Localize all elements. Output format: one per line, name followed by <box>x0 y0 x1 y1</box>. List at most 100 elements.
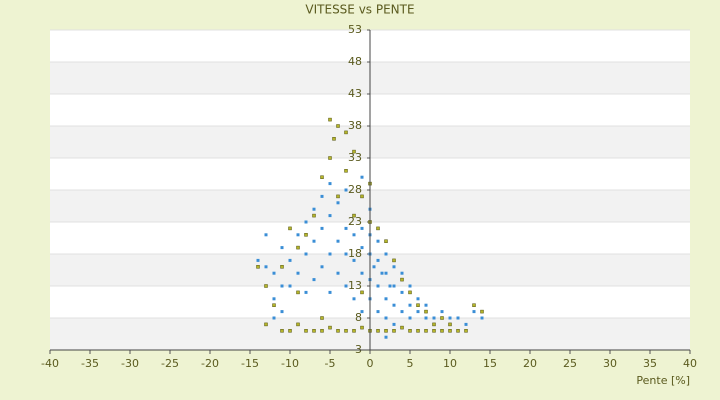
point <box>400 290 404 294</box>
point <box>480 316 484 320</box>
point <box>264 233 268 237</box>
point <box>320 316 324 320</box>
point <box>328 182 332 186</box>
point <box>408 290 412 295</box>
point <box>408 303 412 307</box>
point <box>320 175 324 179</box>
point <box>264 284 268 288</box>
point <box>272 297 276 301</box>
point <box>376 258 380 262</box>
point <box>264 322 268 327</box>
point <box>352 149 356 154</box>
point <box>360 175 364 179</box>
point <box>464 322 468 326</box>
point <box>280 329 284 333</box>
y-tick-label: 33 <box>348 151 362 164</box>
point <box>352 233 356 237</box>
point <box>336 329 340 333</box>
point <box>328 214 332 218</box>
point <box>344 169 348 173</box>
point <box>320 329 324 333</box>
point <box>472 310 476 314</box>
x-tick-label: 40 <box>683 357 697 370</box>
point <box>296 271 300 275</box>
point <box>304 233 308 237</box>
point <box>296 290 300 295</box>
x-tick-label: -25 <box>161 357 179 370</box>
point <box>408 316 412 320</box>
point <box>376 329 380 333</box>
x-tick-label: 35 <box>643 357 657 370</box>
point <box>416 303 420 307</box>
x-tick-label: -15 <box>241 357 259 370</box>
x-tick-label: -30 <box>121 357 139 370</box>
point <box>384 329 388 333</box>
point <box>264 265 268 269</box>
x-tick-label: 25 <box>563 357 577 370</box>
point <box>360 194 364 199</box>
point <box>448 322 452 327</box>
point <box>384 252 388 256</box>
point <box>416 329 420 333</box>
point <box>304 220 308 224</box>
point <box>280 265 284 269</box>
point <box>336 194 340 199</box>
x-tick-label: 15 <box>483 357 497 370</box>
x-tick-label: -5 <box>325 357 336 370</box>
point <box>424 316 428 320</box>
point <box>344 284 348 288</box>
point <box>352 258 356 262</box>
point <box>352 297 356 301</box>
y-tick-label: 48 <box>348 55 362 68</box>
point <box>280 284 284 288</box>
y-tick-label: 8 <box>355 311 362 324</box>
x-axis-label: Pente [%] <box>636 374 690 387</box>
point <box>328 156 332 160</box>
point <box>432 316 436 320</box>
point <box>384 316 388 320</box>
point <box>296 322 300 327</box>
point <box>416 310 420 314</box>
point <box>336 201 340 205</box>
point <box>424 309 428 314</box>
point <box>312 207 316 211</box>
point <box>360 271 364 275</box>
point <box>288 226 292 231</box>
point <box>320 226 324 230</box>
point <box>296 233 300 237</box>
point <box>304 290 308 294</box>
point <box>384 335 388 339</box>
point <box>256 258 260 262</box>
point <box>312 239 316 243</box>
point <box>388 284 392 288</box>
y-tick-label: 13 <box>348 279 362 292</box>
point <box>448 316 452 320</box>
point <box>424 329 428 333</box>
point <box>464 329 468 333</box>
point <box>392 258 396 263</box>
point <box>344 329 348 333</box>
point <box>440 329 444 333</box>
point <box>344 130 348 135</box>
point <box>352 213 356 218</box>
point <box>400 310 404 314</box>
point <box>272 316 276 320</box>
point <box>384 239 388 243</box>
point <box>280 310 284 314</box>
point <box>456 316 460 320</box>
point <box>392 322 396 326</box>
point <box>400 271 404 275</box>
x-tick-label: -10 <box>281 357 299 370</box>
x-tick-label: -20 <box>201 357 219 370</box>
point <box>328 252 332 256</box>
point <box>328 117 332 122</box>
point <box>332 137 336 141</box>
point <box>360 325 364 330</box>
point <box>280 246 284 250</box>
x-tick-label: 20 <box>523 357 537 370</box>
point <box>384 297 388 301</box>
point <box>424 303 428 307</box>
point <box>376 226 380 231</box>
point <box>384 271 388 275</box>
